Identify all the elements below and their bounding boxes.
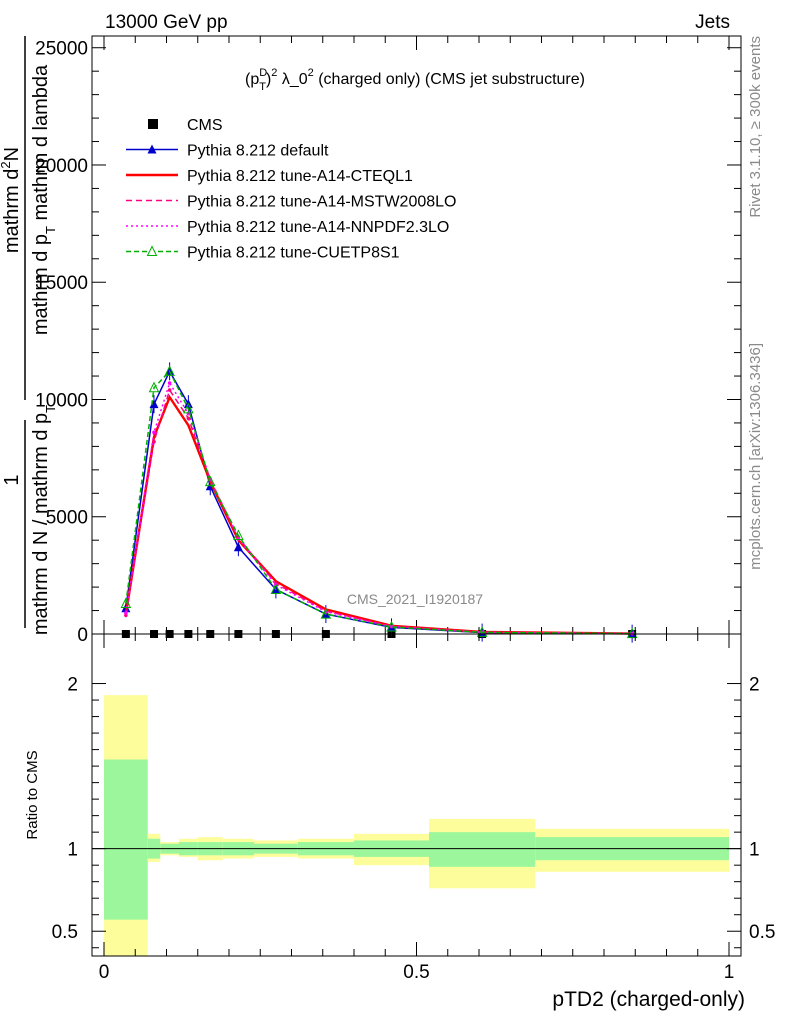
data-point: [270, 583, 282, 594]
legend-label: Pythia 8.212 tune-A14-MSTW2008LO: [187, 194, 456, 211]
ratio-inner-band: [429, 832, 536, 867]
data-point: [186, 416, 191, 421]
legend-marker: [148, 119, 158, 129]
plot-title: (pD T)2 λ_02 (charged only) (CMS jet subs…: [245, 67, 585, 93]
ratio-y-axis: 0.5 0.5 1 1 2 2: [52, 675, 775, 949]
data-point: [386, 620, 397, 632]
legend-label: Pythia 8.212 tune-CUETP8S1: [187, 245, 400, 262]
main-plot-panel: 0 5000 10000 15000 20000 25000 CMS_2021_I1920…: [0, 35, 742, 646]
data-point: [164, 365, 175, 376]
data-point: [204, 475, 216, 487]
legend-label: Pythia 8.212 tune-A14-CTEQL1: [187, 168, 413, 185]
ratio-y-label: Ratio to CMS: [24, 750, 41, 839]
ratio-inner-band: [104, 759, 148, 920]
data-point: [320, 607, 332, 619]
mcplots-label: mcplots.cern.ch [arXiv:1306.3436]: [747, 343, 764, 570]
data-point: [148, 381, 160, 393]
legend: CMS Pythia 8.212 default Pythia 8.212 tune…: [126, 117, 456, 262]
y-label-den: mathrm d pT mathrm d lambda: [30, 64, 58, 335]
ratio-plot-panel: 0.5 0.51 12 2 0 0.5 1 Ratio to CMS pTD2 (char…: [24, 633, 775, 1011]
ratio-y-tick-label-right: 0.5: [749, 922, 775, 943]
main-y-axis: 0 5000 10000 15000 20000 25000: [35, 39, 741, 646]
y-tick-label: 25000: [35, 39, 88, 60]
y-label-one: 1: [1, 474, 23, 485]
y-tick-label: 0: [77, 625, 88, 646]
legend-marker: [147, 144, 157, 154]
data-point: [152, 430, 156, 435]
legend-label: Pythia 8.212 tune-A14-NNPDF2.3LO: [187, 219, 449, 236]
analysis-tag: CMS_2021_I1920187: [347, 591, 483, 607]
legend-label: Pythia 8.212 default: [187, 143, 329, 160]
y-tick-label: 20000: [35, 156, 88, 177]
y-label-num: mathrm d2N: [0, 147, 23, 253]
data-point: [233, 529, 244, 541]
series-line: [125, 370, 633, 635]
legend-label: CMS: [187, 117, 223, 134]
ratio-x-axis: 0 0.5 1: [99, 634, 735, 983]
ratio-plot-frame: [91, 633, 742, 957]
y-tick-label: 10000: [35, 390, 88, 411]
ratio-y-tick-label: 2: [67, 675, 78, 696]
header-left: 13000 GeV pp: [105, 12, 228, 33]
x-tick-label: 0.5: [403, 962, 429, 983]
ratio-y-tick-label-right: 2: [749, 675, 760, 696]
data-point: [152, 439, 156, 444]
main-x-ticks: [103, 36, 730, 634]
data-point: [124, 611, 128, 615]
header-right: Jets: [695, 12, 730, 33]
y-tick-label: 5000: [46, 508, 88, 529]
ratio-y-tick-label: 0.5: [52, 922, 78, 943]
data-point: [183, 402, 194, 414]
ratio-bands: [104, 695, 729, 956]
y-label-left-den: mathrm d N / mathrm d pT: [30, 405, 58, 635]
rivet-version-label: Rivet 3.1.10, ≥ 300k events: [747, 36, 764, 218]
y-tick-label: 15000: [35, 273, 88, 294]
ratio-y-tick-label-right: 1: [749, 840, 760, 861]
x-tick-label: 1: [724, 962, 735, 983]
x-axis-label: pTD2 (charged-only): [552, 988, 745, 1011]
legend-marker: [146, 245, 158, 256]
data-point: [120, 597, 132, 609]
data-point: [167, 388, 172, 392]
data-point: [626, 627, 638, 639]
data-point: [167, 381, 172, 385]
data-point: [476, 626, 488, 637]
x-tick-label: 0: [99, 962, 110, 983]
ratio-y-tick-label: 1: [67, 840, 78, 861]
main-y-axis-label: 1 mathrm d N / mathrm d pT mathrm d2N ma…: [0, 36, 58, 635]
